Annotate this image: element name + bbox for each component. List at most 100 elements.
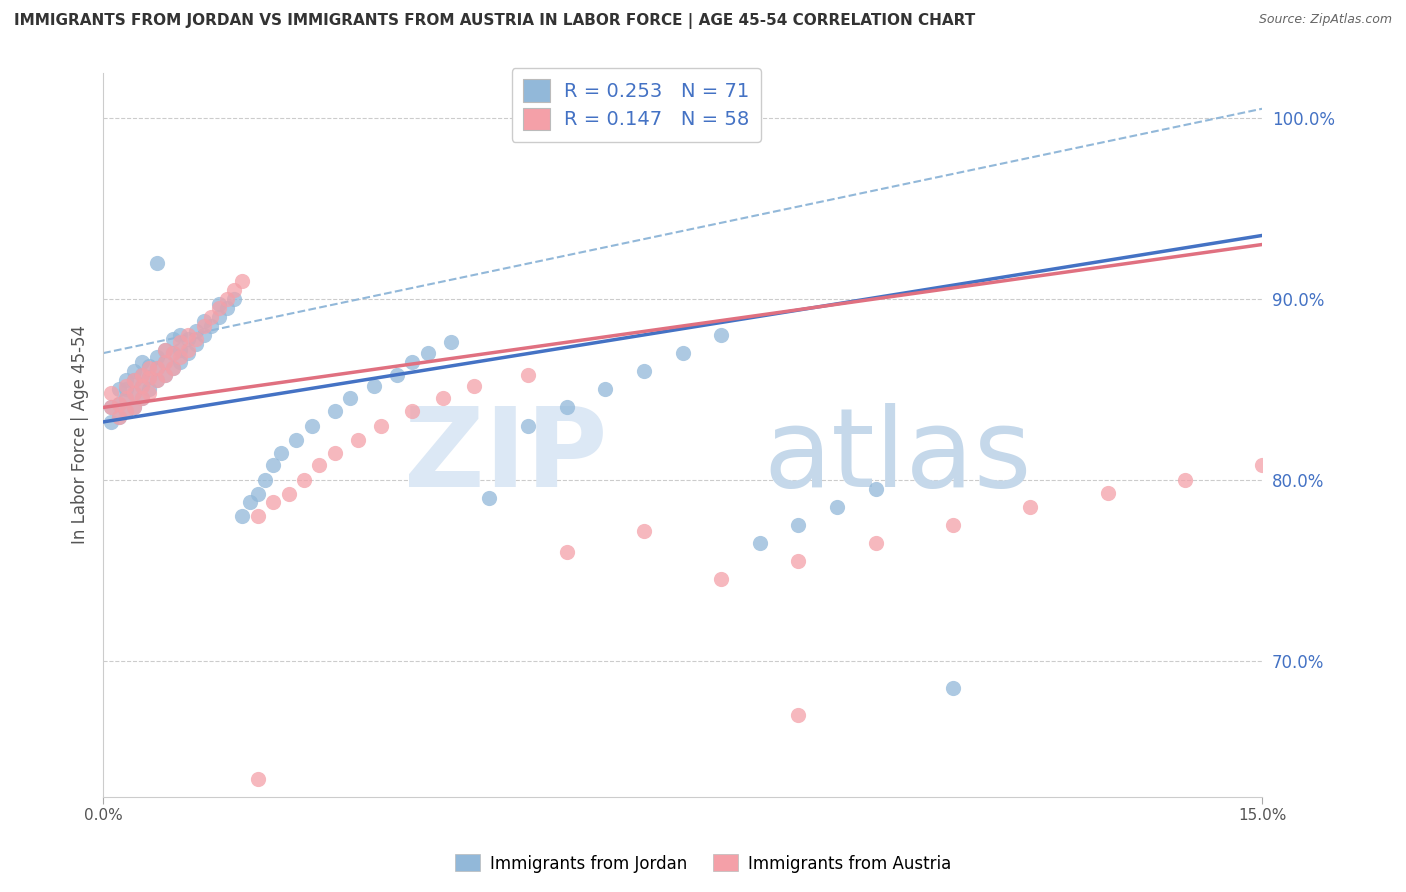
Point [122, 364, 145, 378]
Point [208, 301, 231, 315]
Point [1251, 458, 1274, 473]
Point [138, 382, 160, 396]
Point [146, 360, 169, 375]
Point [122, 386, 145, 401]
Text: Source: ZipAtlas.com: Source: ZipAtlas.com [1258, 13, 1392, 27]
Point [162, 346, 184, 360]
Point [131, 368, 153, 382]
Point [246, 772, 269, 786]
Point [633, 524, 655, 538]
Point [184, 337, 207, 351]
Point [231, 509, 253, 524]
Point [215, 301, 238, 315]
Point [246, 487, 269, 501]
Point [825, 500, 848, 514]
Point [115, 382, 138, 396]
Point [169, 350, 191, 364]
Point [146, 350, 169, 364]
Point [440, 335, 463, 350]
Point [942, 518, 965, 533]
Point [224, 283, 246, 297]
Point [292, 473, 315, 487]
Point [138, 386, 160, 401]
Point [169, 335, 191, 350]
Point [224, 292, 246, 306]
Point [787, 708, 810, 723]
Legend: R = 0.253   N = 71, R = 0.147   N = 58: R = 0.253 N = 71, R = 0.147 N = 58 [512, 68, 761, 142]
Point [323, 404, 346, 418]
Point [169, 343, 191, 357]
Point [239, 494, 262, 508]
Point [131, 378, 153, 392]
Point [246, 509, 269, 524]
Legend: Immigrants from Jordan, Immigrants from Austria: Immigrants from Jordan, Immigrants from … [449, 847, 957, 880]
Point [100, 401, 122, 415]
Point [363, 378, 385, 392]
Point [162, 360, 184, 375]
Point [200, 310, 222, 324]
Point [153, 368, 176, 382]
Point [162, 360, 184, 375]
Point [146, 255, 169, 269]
Point [262, 494, 284, 508]
Text: ZIP: ZIP [404, 403, 607, 510]
Point [478, 491, 501, 505]
Point [401, 355, 423, 369]
Y-axis label: In Labor Force | Age 45-54: In Labor Force | Age 45-54 [72, 325, 89, 544]
Point [633, 364, 655, 378]
Point [231, 274, 253, 288]
Point [339, 392, 361, 406]
Point [131, 392, 153, 406]
Point [107, 382, 129, 396]
Point [193, 313, 215, 327]
Point [463, 378, 485, 392]
Point [184, 332, 207, 346]
Point [122, 401, 145, 415]
Point [301, 418, 323, 433]
Point [122, 401, 145, 415]
Point [1174, 473, 1197, 487]
Point [131, 378, 153, 392]
Point [131, 392, 153, 406]
Point [208, 310, 231, 324]
Point [865, 536, 887, 550]
Point [131, 355, 153, 369]
Point [401, 404, 423, 418]
Point [138, 359, 160, 373]
Point [215, 292, 238, 306]
Point [131, 368, 153, 382]
Point [115, 392, 138, 406]
Point [184, 325, 207, 339]
Point [285, 433, 308, 447]
Point [153, 355, 176, 369]
Point [122, 373, 145, 387]
Point [100, 415, 122, 429]
Point [153, 368, 176, 382]
Point [748, 536, 770, 550]
Point [122, 373, 145, 387]
Point [138, 371, 160, 385]
Point [517, 418, 540, 433]
Point [115, 378, 138, 392]
Point [262, 458, 284, 473]
Point [177, 343, 200, 357]
Point [162, 346, 184, 360]
Point [200, 318, 222, 333]
Point [169, 355, 191, 369]
Point [115, 404, 138, 418]
Point [100, 401, 122, 415]
Point [138, 369, 160, 384]
Point [153, 343, 176, 357]
Point [416, 346, 439, 360]
Point [710, 328, 733, 343]
Point [169, 328, 191, 343]
Point [277, 487, 299, 501]
Point [517, 368, 540, 382]
Point [308, 458, 330, 473]
Point [787, 554, 810, 568]
Point [122, 386, 145, 401]
Point [153, 355, 176, 369]
Point [193, 318, 215, 333]
Point [177, 332, 200, 346]
Point [595, 382, 617, 396]
